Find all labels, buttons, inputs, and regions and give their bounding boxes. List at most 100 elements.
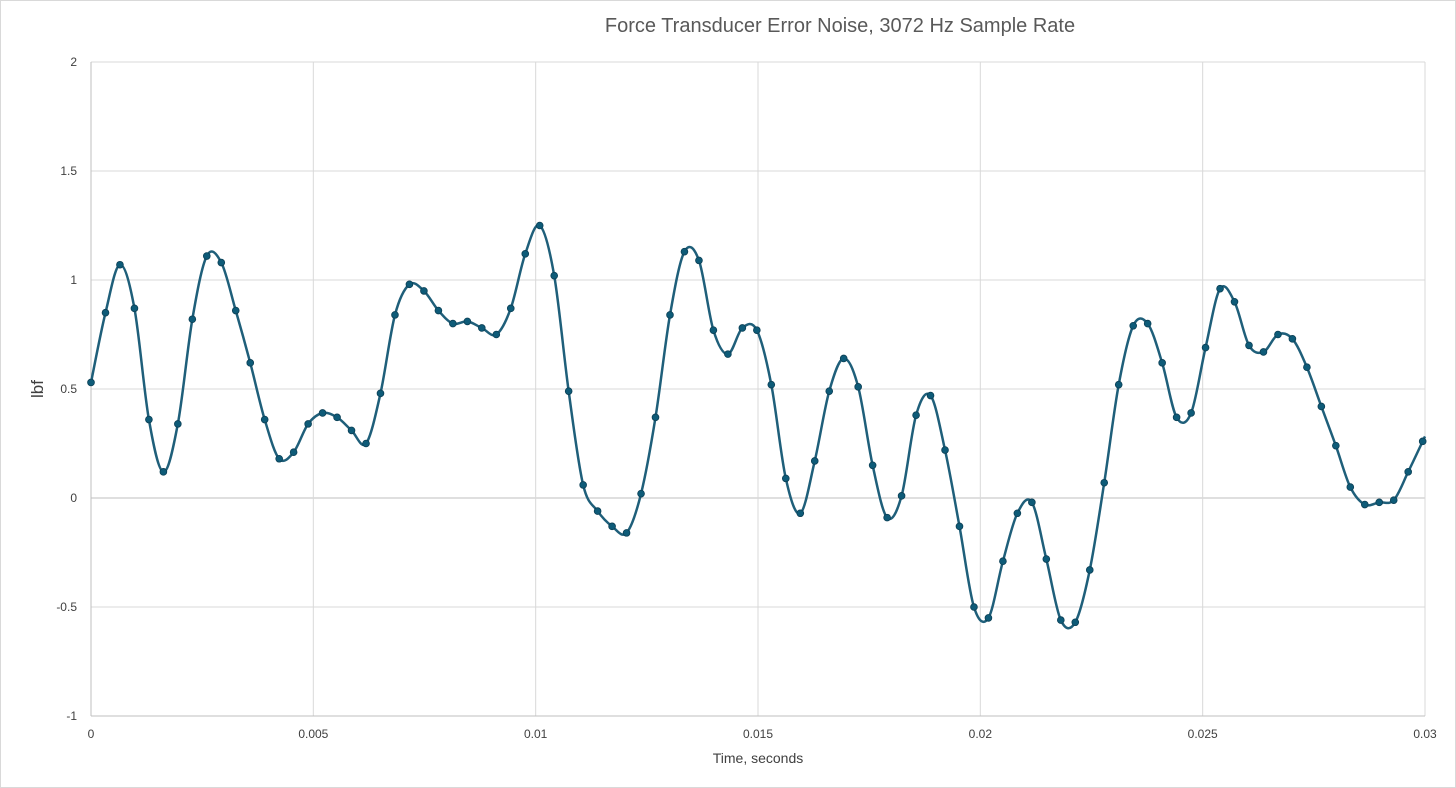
data-point bbox=[868, 461, 877, 470]
data-point bbox=[680, 247, 689, 256]
data-point bbox=[478, 324, 486, 332]
data-point bbox=[492, 330, 501, 339]
data-point bbox=[1129, 321, 1138, 330]
data-point bbox=[1245, 341, 1253, 350]
data-point bbox=[666, 311, 674, 319]
data-point bbox=[999, 557, 1007, 566]
data-point bbox=[970, 603, 978, 611]
chart-title: Force Transducer Error Noise, 3072 Hz Sa… bbox=[605, 15, 1075, 37]
data-point bbox=[347, 426, 356, 435]
axes bbox=[90, 62, 1425, 717]
data-point bbox=[593, 507, 602, 515]
y-tick-label: 1.5 bbox=[60, 164, 77, 178]
data-point bbox=[709, 326, 718, 334]
data-point bbox=[926, 391, 935, 400]
data-point bbox=[1201, 343, 1210, 352]
data-point bbox=[1216, 284, 1224, 293]
data-point bbox=[87, 378, 95, 387]
data-point bbox=[304, 420, 312, 428]
data-markers bbox=[87, 221, 1427, 627]
data-point bbox=[101, 308, 110, 317]
data-point bbox=[637, 489, 645, 498]
data-point bbox=[825, 387, 834, 395]
y-tick-label: 1 bbox=[70, 273, 77, 287]
data-point bbox=[1332, 441, 1340, 450]
data-point bbox=[854, 383, 862, 391]
data-point bbox=[839, 354, 848, 363]
data-point bbox=[1360, 500, 1369, 509]
data-point bbox=[116, 260, 124, 269]
data-point bbox=[463, 317, 472, 326]
data-point bbox=[738, 324, 747, 332]
data-point bbox=[535, 221, 544, 230]
data-point bbox=[651, 413, 660, 422]
data-point bbox=[202, 252, 211, 260]
data-point bbox=[767, 380, 776, 389]
data-point bbox=[289, 448, 298, 457]
data-point bbox=[608, 522, 616, 531]
data-point bbox=[1274, 330, 1282, 339]
data-point bbox=[1042, 555, 1051, 563]
data-point bbox=[391, 311, 399, 319]
data-point bbox=[897, 492, 906, 500]
data-point bbox=[955, 522, 964, 531]
x-tick-label: 0.005 bbox=[298, 727, 328, 741]
y-tick-label: 0 bbox=[70, 491, 77, 505]
data-point bbox=[984, 614, 993, 622]
x-tick-label: 0.025 bbox=[1188, 727, 1218, 741]
data-point bbox=[1071, 618, 1080, 627]
data-point bbox=[564, 387, 573, 395]
data-point bbox=[1375, 498, 1384, 507]
y-tick-label: -0.5 bbox=[56, 600, 77, 614]
data-point bbox=[376, 389, 385, 398]
data-point bbox=[1114, 380, 1123, 389]
x-tick-label: 0.01 bbox=[524, 727, 548, 741]
x-axis-title: Time, seconds bbox=[713, 750, 804, 766]
data-point bbox=[1158, 359, 1166, 367]
data-point bbox=[883, 513, 891, 522]
data-point bbox=[1028, 498, 1036, 507]
x-tick-label: 0.03 bbox=[1413, 727, 1437, 741]
y-tick-label: 0.5 bbox=[60, 382, 77, 396]
data-point bbox=[941, 446, 949, 454]
data-point bbox=[1418, 437, 1427, 446]
data-point bbox=[130, 304, 139, 313]
data-point bbox=[912, 411, 920, 419]
y-axis-title: lbf bbox=[28, 380, 47, 398]
data-point bbox=[796, 509, 805, 518]
data-point bbox=[781, 474, 790, 483]
data-point bbox=[622, 529, 631, 537]
data-point bbox=[231, 306, 240, 315]
data-point bbox=[1057, 616, 1065, 624]
data-point bbox=[1187, 409, 1195, 417]
data-point bbox=[1013, 509, 1022, 518]
y-tick-label: -1 bbox=[66, 709, 77, 723]
data-point bbox=[1389, 496, 1398, 504]
data-point bbox=[1346, 483, 1355, 491]
data-point bbox=[1404, 468, 1412, 476]
data-point bbox=[159, 468, 168, 476]
data-point bbox=[1288, 335, 1297, 343]
data-point bbox=[318, 409, 327, 417]
data-point bbox=[275, 454, 283, 463]
data-point bbox=[333, 413, 341, 422]
data-point bbox=[579, 481, 587, 489]
data-point bbox=[174, 420, 182, 428]
data-point bbox=[434, 306, 443, 315]
data-point bbox=[188, 315, 197, 324]
data-point bbox=[724, 350, 732, 358]
data-point bbox=[1085, 566, 1094, 574]
tick-labels: 2 1.5 1 0.5 0 -0.5 -1 0 0.005 0.01 0.015 0.02 0.025 0… bbox=[56, 55, 1437, 741]
data-point bbox=[449, 319, 457, 328]
data-point bbox=[1259, 348, 1268, 356]
data-point bbox=[1317, 402, 1326, 411]
data-point bbox=[810, 457, 819, 465]
data-point bbox=[246, 359, 255, 367]
data-point bbox=[217, 258, 226, 267]
grid bbox=[90, 61, 1426, 717]
x-tick-label: 0.015 bbox=[743, 727, 773, 741]
y-tick-label: 2 bbox=[70, 55, 77, 69]
data-point bbox=[695, 256, 703, 265]
